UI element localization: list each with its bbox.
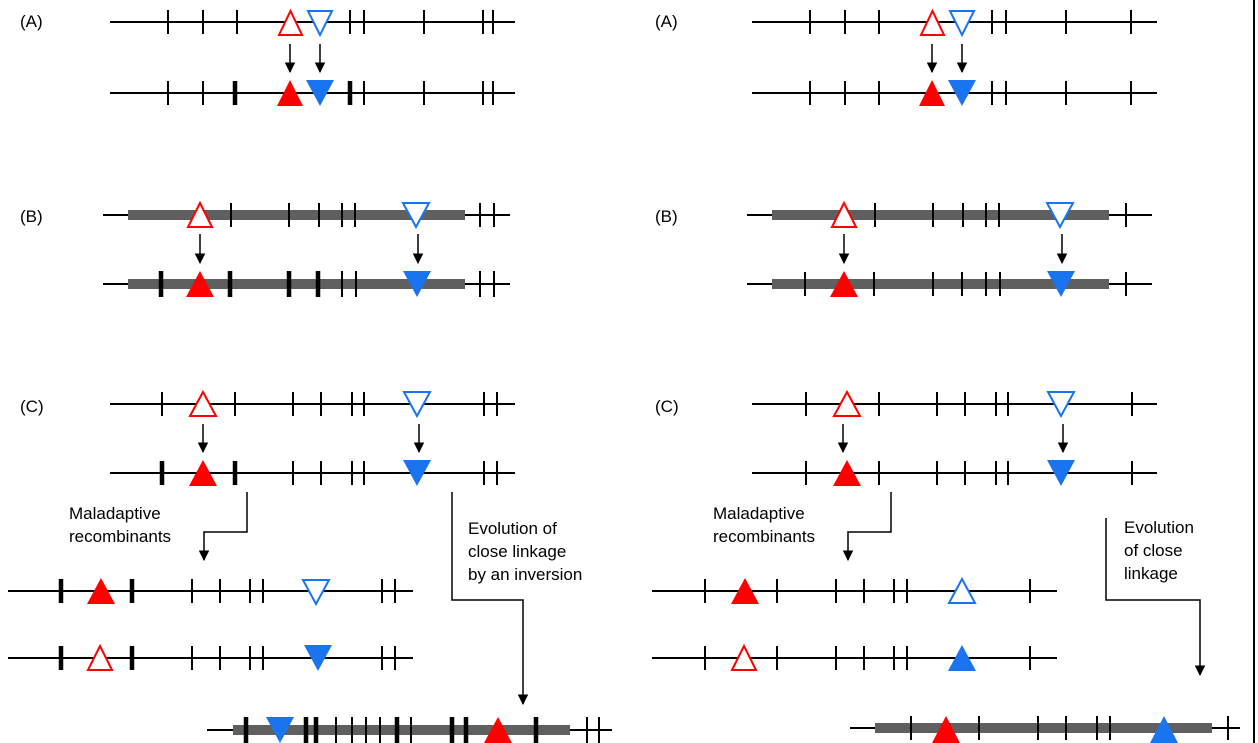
left-c-bottom-filled-triangle-blue (403, 460, 431, 486)
right-a-bottom-filled-triangle-red (919, 80, 945, 106)
left-evolution-text-2: close linkage (468, 542, 566, 561)
left-a-bottom-filled-triangle-blue (306, 80, 334, 106)
left-recombinant-1-open-triangle-blue (301, 579, 331, 607)
left-recombinant-1-chromosome (8, 579, 413, 603)
right-recombinants-text-2: recombinants (713, 527, 815, 546)
left-inversion-filled-triangle-red (484, 717, 512, 743)
left-a-bottom-chromosome (110, 81, 515, 105)
right-a-bottom-chromosome (752, 81, 1157, 105)
right-panel-b-label: (B) (655, 207, 678, 226)
left-a-top-open-triangle-red (277, 8, 304, 36)
left-recombinant-1-filled-triangle-red (87, 578, 115, 604)
right-a-top-open-triangle-blue (948, 10, 976, 38)
right-c-top-chromosome (752, 392, 1157, 416)
right-linkage-chromosome (850, 716, 1240, 740)
right-c-bottom-filled-triangle-red (833, 460, 861, 486)
left-panel-b-label: (B) (20, 207, 43, 226)
left-c-bottom-chromosome (110, 461, 515, 485)
left-c-bottom-filled-triangle-red (189, 460, 217, 486)
right-c-bottom-filled-triangle-blue (1047, 460, 1075, 486)
right-c-top-open-triangle-red (832, 389, 862, 417)
left-b-top-chromosome (103, 203, 510, 227)
left-b-bottom-chromosome (103, 271, 510, 297)
left-recombinants-arrow (198, 492, 248, 562)
right-linkage-filled-triangle-red (932, 716, 960, 743)
right-b-top-open-triangle-red (830, 200, 858, 228)
left-a-top-open-triangle-blue (306, 10, 334, 38)
left-b-top-open-triangle-blue (401, 202, 431, 230)
left-panel-c-label: (C) (20, 397, 44, 416)
right-b-top-chromosome (747, 203, 1152, 227)
right-recombinant-2-filled-triangle-blue (948, 645, 976, 671)
left-recombinant-2-open-triangle-red (86, 643, 114, 671)
right-linkage-filled-triangle-blue (1150, 716, 1178, 743)
left-evolution-text-1: Evolution of (468, 519, 557, 538)
right-a-bottom-filled-triangle-blue (948, 80, 976, 106)
right-recombinant-1-chromosome (652, 579, 1057, 603)
left-b-bottom-filled-triangle-blue (403, 271, 431, 297)
right-evolution-text-2: of close (1124, 541, 1183, 560)
right-b-bottom-filled-triangle-blue (1047, 271, 1075, 297)
left-recombinants-text-2: recombinants (69, 527, 171, 546)
right-b-bottom-chromosome (747, 272, 1152, 296)
left-c-top-open-triangle-blue (402, 391, 432, 419)
right-b-bottom-filled-triangle-red (830, 271, 858, 297)
right-panel-c-label: (C) (655, 397, 679, 416)
left-evolution-text-3: by an inversion (468, 565, 582, 584)
right-evolution-text-3: linkage (1124, 564, 1178, 583)
left-c-top-open-triangle-red (188, 389, 218, 417)
right-recombinants-text-1: Maladaptive (713, 504, 805, 523)
right-evolution-text-1: Evolution (1124, 518, 1194, 537)
left-c-top-chromosome (110, 392, 515, 416)
left-b-bottom-filled-triangle-red (186, 271, 214, 297)
left-b-top-open-triangle-red (186, 200, 214, 228)
right-recombinants-arrow (842, 492, 892, 562)
right-c-bottom-chromosome (752, 461, 1157, 485)
left-inversion-filled-triangle-blue (266, 717, 294, 743)
right-evolution-arrow (1105, 518, 1206, 677)
right-c-top-open-triangle-blue (1046, 391, 1076, 419)
right-a-top-open-triangle-red (919, 8, 946, 36)
left-inversion-chromosome (207, 717, 612, 743)
right-b-top-open-triangle-blue (1045, 202, 1075, 230)
right-panel-a-label: (A) (655, 12, 678, 31)
left-recombinants-text-1: Maladaptive (69, 504, 161, 523)
right-recombinant-1-filled-triangle-red (731, 578, 759, 604)
right-recombinant-1-open-triangle-blue (947, 576, 977, 604)
left-panel-a-label: (A) (20, 12, 43, 31)
right-recombinant-2-chromosome (652, 646, 1057, 670)
left-a-bottom-filled-triangle-red (277, 80, 303, 106)
left-recombinant-2-chromosome (8, 646, 413, 670)
left-evolution-arrow (451, 492, 529, 706)
left-recombinant-2-filled-triangle-blue (304, 645, 332, 671)
right-recombinant-2-open-triangle-red (730, 643, 758, 671)
